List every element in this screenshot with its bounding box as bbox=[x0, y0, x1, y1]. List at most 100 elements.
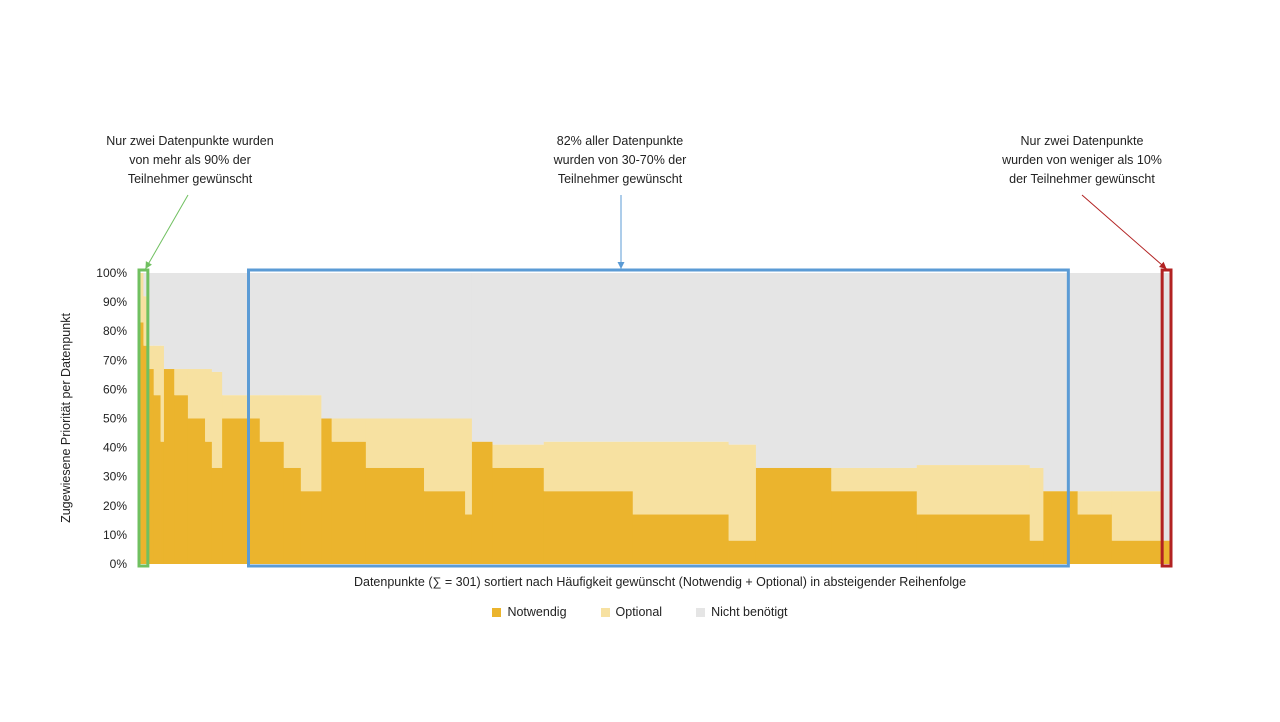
segment-14-nicht-benoetigt bbox=[321, 273, 333, 419]
segment-3-nicht-benoetigt bbox=[153, 273, 161, 346]
segment-13-nicht-benoetigt bbox=[300, 273, 322, 396]
segment-28-nicht-benoetigt bbox=[1043, 273, 1079, 492]
segment-23-nicht-benoetigt bbox=[728, 273, 757, 445]
arrow-blue-head bbox=[617, 262, 625, 269]
segment-8-notwendig bbox=[205, 441, 213, 564]
y-tick-label: 0% bbox=[110, 557, 128, 571]
segment-12-notwendig bbox=[283, 467, 302, 564]
segment-1-optional bbox=[143, 296, 148, 346]
y-tick-label: 90% bbox=[103, 295, 127, 309]
arrow-green-head bbox=[145, 261, 152, 269]
segment-6-nicht-benoetigt bbox=[174, 273, 189, 370]
segment-11-notwendig bbox=[259, 441, 285, 564]
segment-7-optional bbox=[187, 369, 206, 419]
segment-9-notwendig bbox=[211, 467, 223, 564]
segment-25-nicht-benoetigt bbox=[831, 273, 918, 468]
arrow-red-line bbox=[1081, 194, 1167, 270]
segment-1-nicht-benoetigt bbox=[143, 273, 148, 297]
highlight-boxes bbox=[137, 268, 1173, 568]
segment-30-optional bbox=[1111, 491, 1164, 541]
segment-18-notwendig bbox=[465, 514, 473, 564]
annotation-left: Nur zwei Datenpunkte wurden von mehr als… bbox=[80, 132, 300, 189]
segment-8-optional bbox=[205, 369, 213, 442]
legend-label-nicht-benoetigt: Nicht benötigt bbox=[711, 605, 788, 619]
segment-29-notwendig bbox=[1077, 514, 1113, 564]
y-tick-label: 10% bbox=[103, 528, 127, 542]
segment-21-optional bbox=[543, 441, 634, 492]
highlight-box-green bbox=[137, 268, 150, 568]
annotation-left-line-2: von mehr als 90% der bbox=[129, 153, 251, 167]
legend-swatch-nicht-benoetigt bbox=[696, 607, 706, 617]
segment-12-nicht-benoetigt bbox=[283, 273, 302, 396]
segment-18-nicht-benoetigt bbox=[465, 273, 473, 419]
segment-19-nicht-benoetigt bbox=[471, 273, 493, 442]
segment-10-nicht-benoetigt bbox=[222, 273, 261, 396]
segment-25-optional bbox=[831, 467, 918, 492]
segment-21-notwendig bbox=[543, 491, 634, 564]
segment-27-optional bbox=[1029, 467, 1044, 541]
segment-9-optional bbox=[211, 371, 223, 468]
legend-item-optional: Optional bbox=[600, 605, 662, 619]
arrow-green-line bbox=[144, 194, 189, 270]
segment-20-notwendig bbox=[492, 467, 545, 564]
segment-31-notwendig bbox=[1163, 540, 1171, 564]
segment-23-optional bbox=[728, 444, 757, 541]
segment-4-optional bbox=[160, 345, 165, 442]
arrow-red-head bbox=[1159, 261, 1167, 269]
annotation-right: Nur zwei Datenpunkte wurden von weniger … bbox=[972, 132, 1192, 189]
segment-18-optional bbox=[465, 418, 473, 515]
x-axis-label: Datenpunkte (∑ = 301) sortiert nach Häuf… bbox=[353, 575, 967, 589]
segment-11-nicht-benoetigt bbox=[259, 273, 285, 396]
segment-10-optional bbox=[222, 395, 261, 419]
segment-20-nicht-benoetigt bbox=[492, 273, 545, 445]
segment-3-optional bbox=[153, 345, 161, 396]
segment-3-notwendig bbox=[153, 395, 161, 564]
segment-29-nicht-benoetigt bbox=[1077, 273, 1113, 492]
segment-27-nicht-benoetigt bbox=[1029, 273, 1044, 468]
segment-29-optional bbox=[1077, 491, 1113, 515]
highlight-box-red bbox=[1160, 268, 1173, 568]
y-tick-label: 70% bbox=[103, 353, 127, 367]
y-tick-label: 100% bbox=[96, 266, 127, 280]
segment-0-optional bbox=[140, 273, 144, 323]
annotation-middle: 82% aller Datenpunkte wurden von 30-70% … bbox=[510, 132, 730, 189]
segment-2-optional bbox=[146, 345, 155, 370]
segment-6-notwendig bbox=[174, 395, 189, 564]
segment-15-notwendig bbox=[331, 441, 367, 564]
segment-5-notwendig bbox=[163, 369, 175, 564]
segment-4-notwendig bbox=[160, 441, 165, 564]
segment-24-nicht-benoetigt bbox=[755, 273, 832, 468]
y-axis-ticks: 0% 10% 20% 30% 40% 50% 60% 70% 80% 90% 100% bbox=[96, 266, 127, 571]
annotation-middle-line-2: wurden von 30-70% der bbox=[553, 153, 687, 167]
segment-19-notwendig bbox=[471, 441, 493, 564]
y-tick-label: 40% bbox=[103, 441, 127, 455]
segment-2-notwendig bbox=[146, 369, 155, 564]
segment-13-optional bbox=[300, 395, 322, 492]
annotation-right-line-1: Nur zwei Datenpunkte bbox=[1020, 134, 1144, 148]
segment-17-notwendig bbox=[424, 491, 466, 564]
segment-21-nicht-benoetigt bbox=[543, 273, 634, 442]
y-tick-label: 80% bbox=[103, 324, 127, 338]
annotation-arrows bbox=[144, 194, 1167, 270]
segment-23-notwendig bbox=[728, 540, 757, 564]
legend-swatch-notwendig bbox=[492, 607, 502, 617]
segment-17-nicht-benoetigt bbox=[424, 273, 466, 419]
segment-28-notwendig bbox=[1043, 491, 1079, 564]
segment-15-nicht-benoetigt bbox=[331, 273, 367, 419]
segment-12-optional bbox=[283, 395, 302, 468]
legend-label-notwendig: Notwendig bbox=[507, 605, 567, 619]
y-tick-label: 30% bbox=[103, 470, 127, 484]
highlight-box-blue bbox=[247, 268, 1070, 568]
segment-30-nicht-benoetigt bbox=[1111, 273, 1164, 492]
segment-7-notwendig bbox=[187, 418, 206, 564]
y-axis-label: Zugewiesene Priorität per Datenpunkt bbox=[59, 313, 73, 523]
segment-2-nicht-benoetigt bbox=[146, 273, 155, 346]
segment-0-notwendig bbox=[140, 322, 144, 564]
segment-9-nicht-benoetigt bbox=[211, 273, 223, 372]
plot-area bbox=[140, 273, 1171, 564]
y-tick-label: 20% bbox=[103, 499, 127, 513]
segment-30-notwendig bbox=[1111, 540, 1164, 564]
segment-15-optional bbox=[331, 418, 367, 442]
legend: Notwendig Optional Nicht benötigt bbox=[0, 605, 1280, 619]
